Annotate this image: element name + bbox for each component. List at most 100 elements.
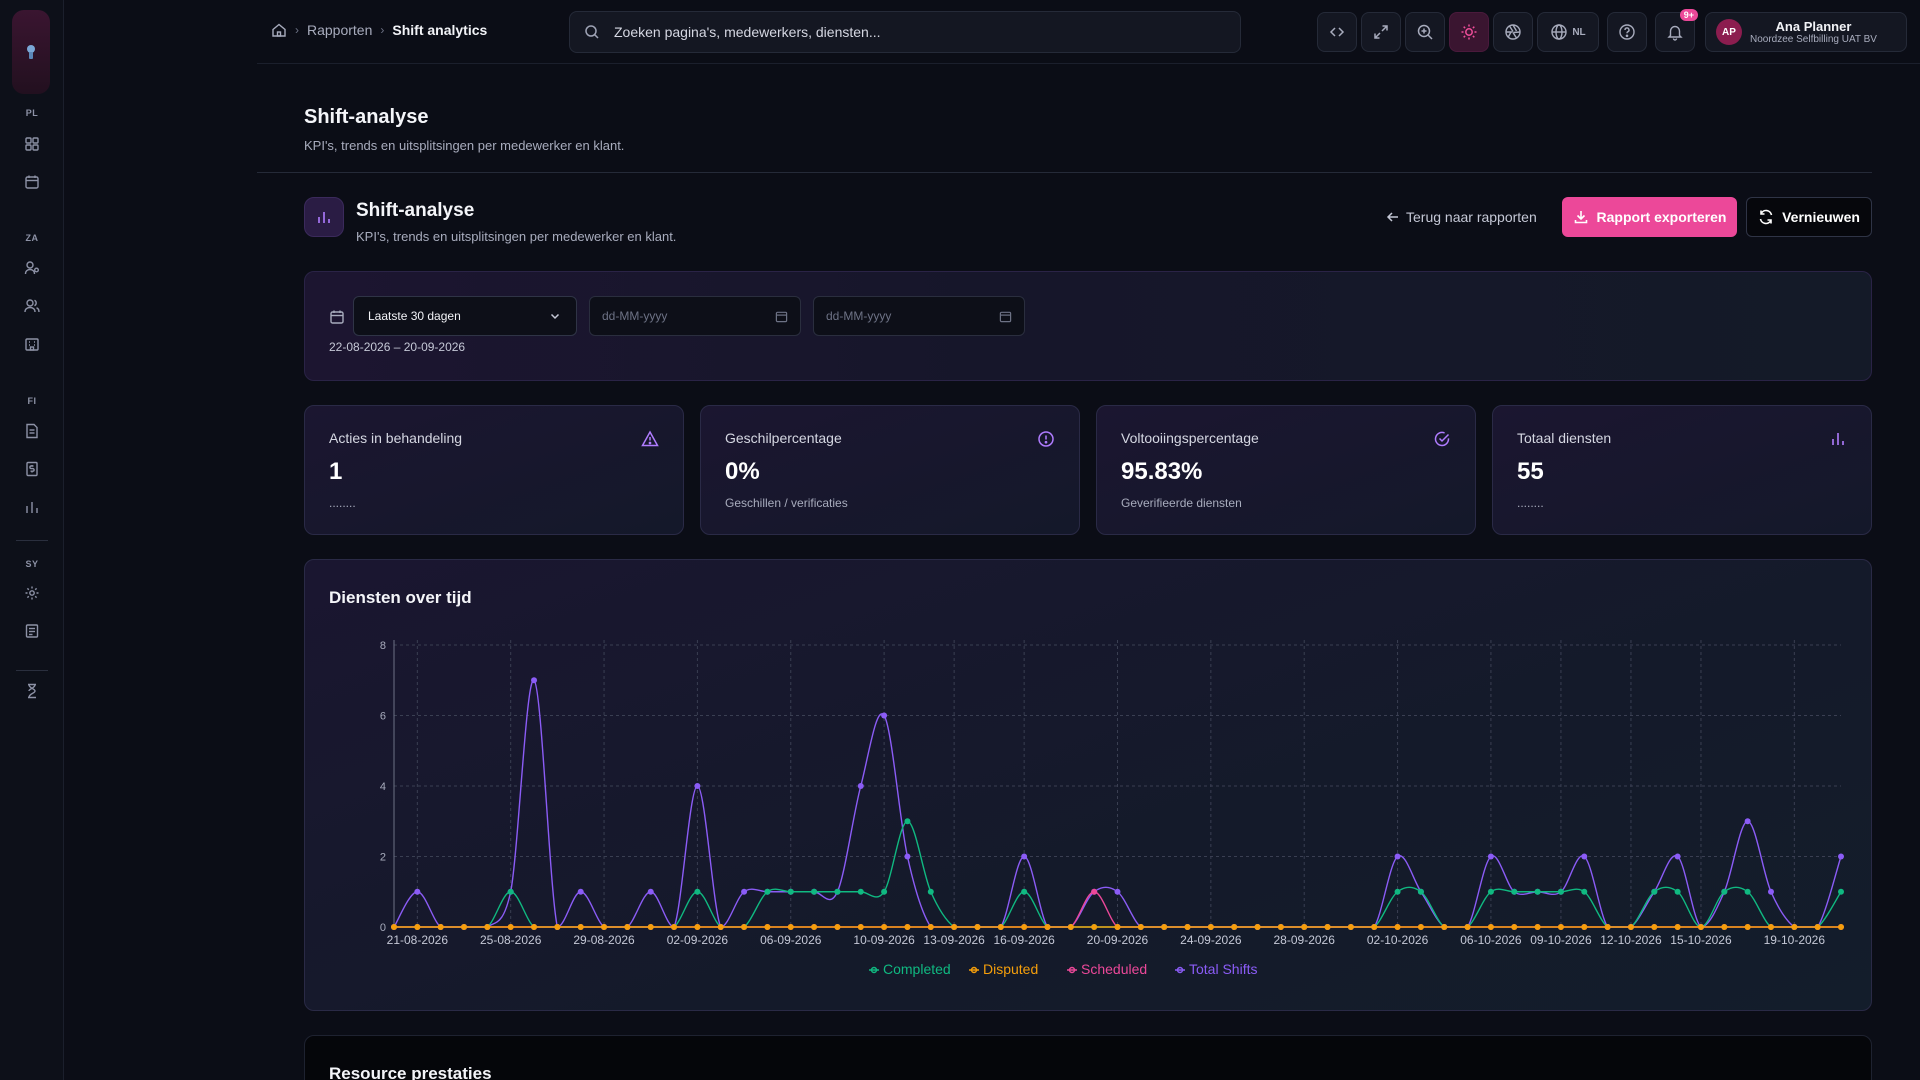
- y-tick-label: 0: [380, 922, 386, 934]
- check-circle-icon: [1434, 431, 1450, 447]
- data-point: [857, 924, 864, 930]
- back-to-reports-link[interactable]: Terug naar rapporten: [1386, 209, 1537, 225]
- data-point: [1697, 924, 1704, 930]
- date-filter-panel: Laatste 30 dagen 22-08-2026 – 20-09-2026: [304, 271, 1872, 381]
- data-point: [857, 783, 864, 789]
- users-icon[interactable]: [22, 296, 42, 316]
- refresh-button[interactable]: Vernieuwen: [1746, 197, 1872, 237]
- calendar-icon: [330, 310, 344, 324]
- search-input[interactable]: [614, 24, 1214, 40]
- data-point: [1231, 924, 1238, 930]
- data-point: [507, 924, 514, 930]
- data-point: [927, 924, 934, 930]
- start-date-field[interactable]: [589, 296, 801, 336]
- breadcrumb-link-rapporten[interactable]: Rapporten: [307, 22, 373, 38]
- data-point: [1487, 924, 1494, 930]
- y-tick-label: 8: [380, 640, 386, 652]
- collapse-sidebar-button[interactable]: [1317, 12, 1357, 52]
- data-point: [717, 924, 724, 930]
- notifications-button[interactable]: 9+: [1655, 9, 1698, 52]
- end-date-field[interactable]: [813, 296, 1025, 336]
- data-point: [787, 924, 794, 930]
- data-point: [951, 924, 958, 930]
- x-tick-label: 02-09-2026: [667, 933, 729, 947]
- language-button[interactable]: NL: [1537, 12, 1599, 52]
- search-bar[interactable]: [569, 11, 1241, 53]
- export-report-button[interactable]: Rapport exporteren: [1562, 197, 1737, 237]
- app-logo[interactable]: [12, 10, 50, 94]
- breadcrumb-current: Shift analytics: [392, 22, 488, 38]
- data-point: [391, 924, 397, 930]
- data-point: [1581, 924, 1588, 930]
- arrow-left-icon: [1386, 212, 1398, 222]
- data-point: [1627, 924, 1634, 930]
- kpi-value: 55: [1517, 458, 1544, 485]
- legend-label: Completed: [883, 961, 951, 977]
- kpi-label: Voltooiingspercentage: [1121, 430, 1259, 446]
- data-point: [1581, 888, 1588, 895]
- theme-toggle-button[interactable]: [1449, 12, 1489, 52]
- data-point: [1417, 924, 1424, 930]
- building-icon[interactable]: [22, 334, 42, 354]
- data-point: [1744, 924, 1751, 930]
- sidebar-rail: PL ZA FI SY: [0, 0, 64, 1080]
- dashboard-icon[interactable]: [22, 134, 42, 154]
- data-point: [1417, 888, 1424, 895]
- user-menu[interactable]: AP Ana Planner Noordzee Selfbilling UAT …: [1705, 12, 1907, 52]
- refresh-icon: [1759, 209, 1773, 225]
- document-icon[interactable]: [22, 421, 42, 441]
- page-title: Shift-analyse: [304, 106, 429, 128]
- appearance-button[interactable]: [1493, 12, 1533, 52]
- legend-label: Disputed: [983, 961, 1038, 977]
- data-point: [1371, 924, 1378, 930]
- help-button[interactable]: [1607, 12, 1647, 52]
- user-settings-icon[interactable]: [22, 258, 42, 278]
- kpi-note: ........: [329, 496, 356, 510]
- data-point: [974, 924, 981, 930]
- data-point: [647, 888, 654, 895]
- data-point: [1091, 924, 1098, 930]
- data-point: [1674, 853, 1681, 860]
- home-icon[interactable]: [271, 22, 287, 38]
- data-point: [437, 924, 444, 930]
- sidebar-section-sy: SY: [25, 559, 39, 569]
- data-point: [1067, 924, 1074, 930]
- x-tick-label: 10-09-2026: [853, 933, 915, 947]
- data-point: [1767, 888, 1774, 895]
- hourglass-icon[interactable]: [22, 681, 42, 701]
- calendar-icon[interactable]: [22, 172, 42, 192]
- kpi-label: Geschilpercentage: [725, 430, 842, 446]
- sidebar-section-fi: FI: [27, 396, 37, 406]
- data-point: [787, 888, 794, 895]
- shifts-over-time-card: 0 2 4 6 8 21-08-2026 25-08-2026 29-08-2026 02-09…: [304, 559, 1872, 1011]
- legend-marker: [970, 966, 978, 974]
- data-point: [1161, 924, 1168, 930]
- legend-marker: [1176, 966, 1184, 974]
- x-tick-label: 13-09-2026: [923, 933, 985, 947]
- audit-log-icon[interactable]: [22, 621, 42, 641]
- gear-icon[interactable]: [22, 583, 42, 603]
- data-point: [1394, 853, 1401, 860]
- start-date-input[interactable]: [602, 309, 752, 323]
- data-point: [1557, 888, 1564, 895]
- data-point: [1394, 924, 1401, 930]
- section-subtitle: KPI's, trends en uitsplitsingen per mede…: [356, 229, 677, 244]
- language-code: NL: [1572, 26, 1586, 38]
- period-select[interactable]: Laatste 30 dagen: [353, 296, 577, 336]
- calendar-icon: [999, 311, 1012, 322]
- data-point: [1021, 924, 1028, 930]
- invoice-icon[interactable]: [22, 459, 42, 479]
- data-point: [577, 924, 584, 930]
- back-to-reports-label: Terug naar rapporten: [1406, 209, 1537, 225]
- data-point: [1511, 924, 1518, 930]
- zoom-button[interactable]: [1405, 12, 1445, 52]
- expand-icon: [1374, 25, 1388, 39]
- reports-icon[interactable]: [22, 497, 42, 517]
- data-point: [811, 888, 818, 895]
- data-point: [624, 924, 631, 930]
- breadcrumb-separator: ›: [380, 23, 385, 37]
- fullscreen-button[interactable]: [1361, 12, 1401, 52]
- end-date-input[interactable]: [826, 309, 976, 323]
- data-point: [461, 924, 468, 930]
- data-point: [1114, 888, 1121, 895]
